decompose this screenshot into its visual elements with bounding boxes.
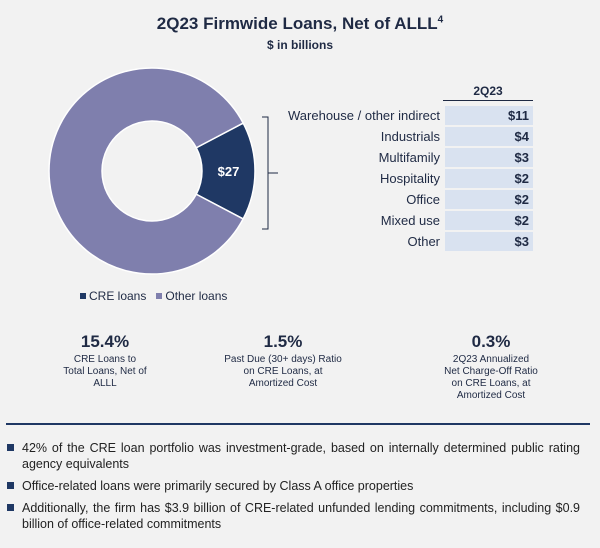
table-row: Hospitality $2 [260, 169, 535, 188]
row-value: $3 [445, 232, 533, 251]
row-label: Other [407, 234, 440, 249]
bullet-item: 42% of the CRE loan portfolio was invest… [6, 440, 580, 472]
stat-value: 1.5% [263, 332, 303, 351]
table-row: Warehouse / other indirect $11 [260, 106, 535, 125]
stat-label: 2Q23 Annualized Net Charge-Off Ratio on … [416, 354, 566, 402]
stat-net-charge-off: 0.3% 2Q23 Annualized Net Charge-Off Rati… [416, 332, 566, 402]
row-label: Hospitality [380, 171, 440, 186]
bullet-square-icon [7, 444, 14, 451]
stat-cre-ratio: 15.4% CRE Loans to Total Loans, Net of A… [40, 332, 170, 390]
row-value: $3 [445, 148, 533, 167]
bullet-item: Additionally, the firm has $3.9 billion … [6, 500, 580, 532]
chart-title: 2Q23 Firmwide Loans, Net of ALLL4 [0, 14, 600, 34]
bullet-list: 42% of the CRE loan portfolio was invest… [6, 440, 580, 538]
bullet-text: 42% of the CRE loan portfolio was invest… [22, 441, 580, 471]
stat-label: CRE Loans to Total Loans, Net of ALLL [40, 354, 170, 390]
legend-swatch-cre [80, 293, 86, 299]
legend-label-other: Other loans [165, 289, 228, 303]
chart-legend: CRE loans Other loans [80, 289, 227, 303]
stat-label-line: CRE Loans to [73, 354, 137, 365]
table-row: Other $3 [260, 232, 535, 251]
row-value: $4 [445, 127, 533, 146]
bullet-square-icon [7, 482, 14, 489]
stat-label-line: ALLL [93, 378, 117, 389]
legend-label-cre: CRE loans [89, 289, 147, 303]
bullet-text: Office-related loans were primarily secu… [22, 479, 414, 493]
stat-label-line: Amortized Cost [456, 390, 526, 401]
row-value: $2 [445, 211, 533, 230]
bullet-square-icon [7, 504, 14, 511]
stat-value: 15.4% [80, 332, 130, 351]
table-row: Industrials $4 [260, 127, 535, 146]
row-value: $11 [445, 106, 533, 125]
stat-label-line: Net Charge-Off Ratio [444, 366, 538, 377]
table-column-header: 2Q23 [443, 84, 533, 101]
row-label: Mixed use [380, 213, 440, 228]
chart-title-text: 2Q23 Firmwide Loans, Net of ALLL [156, 14, 438, 33]
breakdown-bracket [262, 116, 278, 230]
row-value: $2 [445, 190, 533, 209]
bullet-text: Additionally, the firm has $3.9 billion … [22, 501, 580, 531]
table-row: Office $2 [260, 190, 535, 209]
table-row: Mixed use $2 [260, 211, 535, 230]
stat-label-line: Past Due (30+ days) Ratio [224, 354, 342, 365]
table-row: Multifamily $3 [260, 148, 535, 167]
stat-label-line: on CRE Loans, at [243, 366, 323, 377]
stat-label-line: on CRE Loans, at [451, 378, 531, 389]
section-divider [6, 423, 590, 425]
stat-value: 0.3% [471, 332, 511, 351]
stat-label-line: Total Loans, Net of [63, 366, 147, 377]
bullet-item: Office-related loans were primarily secu… [6, 478, 580, 494]
slice-label-cre: $27 [218, 164, 240, 179]
row-label: Multifamily [378, 150, 440, 165]
donut-slice-other [48, 67, 245, 275]
legend-item-cre: CRE loans [80, 289, 146, 303]
stat-label-line: 2Q23 Annualized [452, 354, 530, 365]
row-label: Office [406, 192, 440, 207]
stat-label: Past Due (30+ days) Ratio on CRE Loans, … [208, 354, 358, 390]
row-label: Industrials [380, 129, 440, 144]
stat-past-due: 1.5% Past Due (30+ days) Ratio on CRE Lo… [208, 332, 358, 390]
row-value: $2 [445, 169, 533, 188]
stat-label-line: Amortized Cost [248, 378, 318, 389]
legend-item-other: Other loans [156, 289, 227, 303]
footnote-marker: 4 [437, 14, 444, 26]
row-label: Warehouse / other indirect [288, 108, 440, 123]
chart-subtitle: $ in billions [266, 38, 333, 52]
legend-swatch-other [156, 293, 163, 299]
